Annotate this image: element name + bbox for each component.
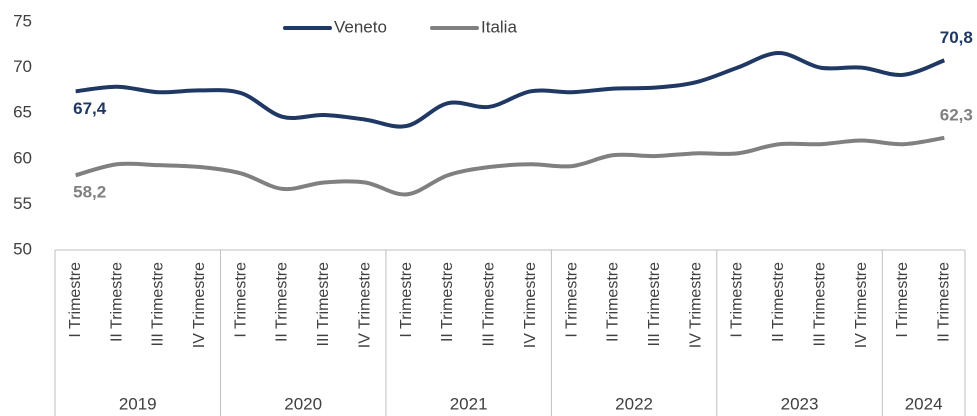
y-tick-label: 75 xyxy=(13,11,32,30)
value-label: 58,2 xyxy=(73,183,106,202)
x-tick-label: III Trimestre xyxy=(481,262,498,347)
x-tick-label: II Trimestre xyxy=(770,262,787,342)
x-tick-label: III Trimestre xyxy=(811,262,828,347)
x-tick-label: IV Trimestre xyxy=(191,262,208,348)
x-tick-label: II Trimestre xyxy=(439,262,456,342)
y-tick-label: 55 xyxy=(13,194,32,213)
group-label: 2021 xyxy=(450,394,488,413)
group-label: 2022 xyxy=(615,394,653,413)
series-line xyxy=(75,51,946,129)
series-line xyxy=(75,135,945,197)
x-tick-label: II Trimestre xyxy=(605,262,622,342)
value-label: 67,4 xyxy=(73,99,107,118)
group-label: 2023 xyxy=(781,394,819,413)
x-tick-label: IV Trimestre xyxy=(687,262,704,348)
group-label: 2019 xyxy=(119,394,157,413)
x-tick-label: I Trimestre xyxy=(398,262,415,338)
x-tick-label: II Trimestre xyxy=(274,262,291,342)
value-label: 62,3 xyxy=(940,105,973,124)
legend-label: Veneto xyxy=(334,17,387,36)
group-label: 2020 xyxy=(284,394,322,413)
x-tick-label: IV Trimestre xyxy=(356,262,373,348)
y-tick-label: 60 xyxy=(13,148,32,167)
y-tick-label: 50 xyxy=(13,239,32,258)
x-tick-label: II Trimestre xyxy=(936,262,953,342)
legend-label: Italia xyxy=(481,17,517,36)
x-tick-label: III Trimestre xyxy=(150,262,167,347)
x-tick-label: I Trimestre xyxy=(563,262,580,338)
x-tick-label: IV Trimestre xyxy=(853,262,870,348)
x-tick-label: III Trimestre xyxy=(315,262,332,347)
x-tick-label: I Trimestre xyxy=(894,262,911,338)
group-label: 2024 xyxy=(905,394,943,413)
y-tick-label: 65 xyxy=(13,103,32,122)
x-tick-label: I Trimestre xyxy=(67,262,84,338)
x-tick-label: I Trimestre xyxy=(729,262,746,338)
x-tick-label: I Trimestre xyxy=(232,262,249,338)
x-tick-label: II Trimestre xyxy=(108,262,125,342)
x-tick-label: III Trimestre xyxy=(646,262,663,347)
x-tick-label: IV Trimestre xyxy=(522,262,539,348)
value-label: 70,8 xyxy=(940,28,973,47)
y-tick-label: 70 xyxy=(13,57,32,76)
